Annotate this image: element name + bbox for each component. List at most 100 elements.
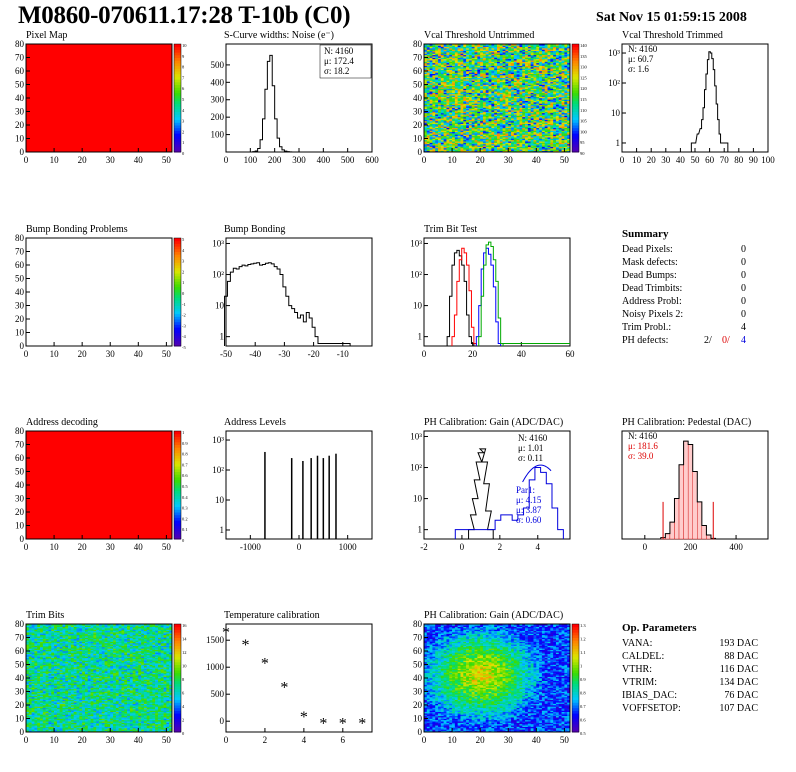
heatmap-cell: [499, 99, 503, 101]
heatmap-cell: [564, 83, 568, 85]
heatmap-cell: [533, 129, 537, 131]
heatmap-cell: [511, 112, 515, 115]
heatmap-cell: [494, 150, 498, 153]
heatmap-cell: [480, 146, 484, 149]
heatmap-cell: [555, 129, 560, 131]
heatmap-cell: [550, 95, 554, 97]
heatmap-cell: [561, 142, 565, 145]
x-tick-label: -50: [220, 349, 232, 359]
heatmap-cell: [527, 122, 531, 124]
heatmap-cell: [555, 52, 560, 54]
palette-segment: [174, 449, 181, 454]
heatmap-cell: [468, 102, 473, 104]
heatmap-cell: [541, 125, 546, 127]
palette-segment: [174, 294, 181, 298]
heatmap-cell: [511, 87, 515, 89]
heatmap-cell: [536, 127, 540, 130]
heatmap-cell: [466, 71, 470, 73]
heatmap-cell: [522, 91, 526, 93]
heatmap-cell: [491, 150, 495, 153]
heatmap-cell: [494, 120, 498, 123]
heatmap-cell: [488, 133, 492, 135]
heatmap-cell: [522, 79, 526, 81]
heatmap-cell: [561, 138, 565, 141]
heatmap-cell: [446, 44, 450, 46]
heatmap-cell: [536, 92, 540, 95]
heatmap-cell: [471, 92, 475, 95]
heatmap-cell: [485, 118, 489, 120]
heatmap-cell: [449, 129, 453, 131]
heatmap-cell: [424, 118, 428, 120]
heatmap-cell: [440, 75, 444, 77]
heatmap-cell: [477, 50, 481, 53]
heatmap-cell: [550, 119, 554, 122]
heatmap-cell: [480, 108, 484, 111]
heatmap-cell: [513, 143, 517, 146]
heatmap-cell: [482, 58, 487, 61]
heatmap-cell: [499, 52, 503, 54]
heatmap-cell: [530, 83, 534, 85]
heatmap-cell: [449, 145, 453, 147]
ph-gain-fit-text: μ: 4.15: [516, 495, 542, 505]
heatmap-cell: [454, 119, 458, 122]
heatmap-cell: [530, 79, 534, 81]
heatmap-cell: [426, 107, 430, 110]
heatmap-cell: [468, 116, 473, 119]
heatmap-cell: [26, 722, 30, 725]
heatmap-cell: [511, 111, 515, 114]
heatmap-cell: [485, 84, 489, 87]
heatmap-cell: [466, 44, 470, 46]
heatmap-cell: [536, 65, 540, 68]
heatmap-cell: [429, 138, 433, 141]
heatmap-cell: [536, 89, 540, 92]
heatmap-cell: [474, 107, 478, 110]
palette-segment: [174, 103, 181, 107]
heatmap-cell: [468, 69, 473, 72]
palette-segment: [174, 495, 181, 499]
heatmap-cell: [513, 133, 517, 135]
heatmap-cell: [31, 659, 35, 661]
heatmap-cell: [527, 61, 531, 64]
heatmap-cell: [471, 143, 475, 146]
heatmap-cell: [471, 146, 475, 149]
heatmap-cell: [511, 134, 515, 137]
heatmap-cell: [460, 93, 464, 96]
heatmap-cell: [511, 106, 515, 108]
heatmap-cell: [553, 134, 557, 137]
heatmap-cell: [519, 108, 523, 111]
heatmap-cell: [497, 122, 501, 124]
heatmap-cell: [482, 64, 487, 66]
heatmap-cell: [522, 77, 526, 80]
heatmap-cell: [544, 139, 548, 142]
heatmap-cell: [429, 89, 433, 92]
heatmap-cell: [438, 108, 442, 111]
heatmap-cell: [544, 104, 548, 107]
heatmap-cell: [26, 698, 30, 700]
heatmap-cell: [28, 626, 32, 629]
palette-segment: [174, 81, 181, 85]
plot-frame: [423, 237, 571, 347]
heatmap-cell: [426, 118, 430, 120]
heatmap-cell: [564, 88, 568, 91]
heatmap-cell: [457, 116, 461, 119]
palette-segment: [174, 503, 181, 508]
heatmap-cell: [488, 116, 492, 119]
heatmap-cell: [541, 61, 546, 64]
palette-segment: [174, 133, 181, 137]
heatmap-cell: [457, 123, 461, 126]
heatmap-cell: [474, 72, 478, 74]
heatmap-cell: [466, 62, 470, 65]
heatmap-cell: [494, 149, 498, 151]
heatmap-cell: [432, 77, 436, 80]
heatmap-cell: [516, 133, 520, 135]
heatmap-cell: [494, 66, 498, 69]
heatmap-cell: [564, 61, 568, 64]
heatmap-cell: [499, 79, 503, 81]
heatmap-cell: [527, 135, 531, 138]
heatmap-cell: [539, 130, 543, 133]
heatmap-cell: [553, 83, 557, 85]
heatmap-cell: [553, 56, 557, 58]
heatmap-cell: [494, 122, 498, 124]
heatmap-cell: [497, 100, 501, 103]
